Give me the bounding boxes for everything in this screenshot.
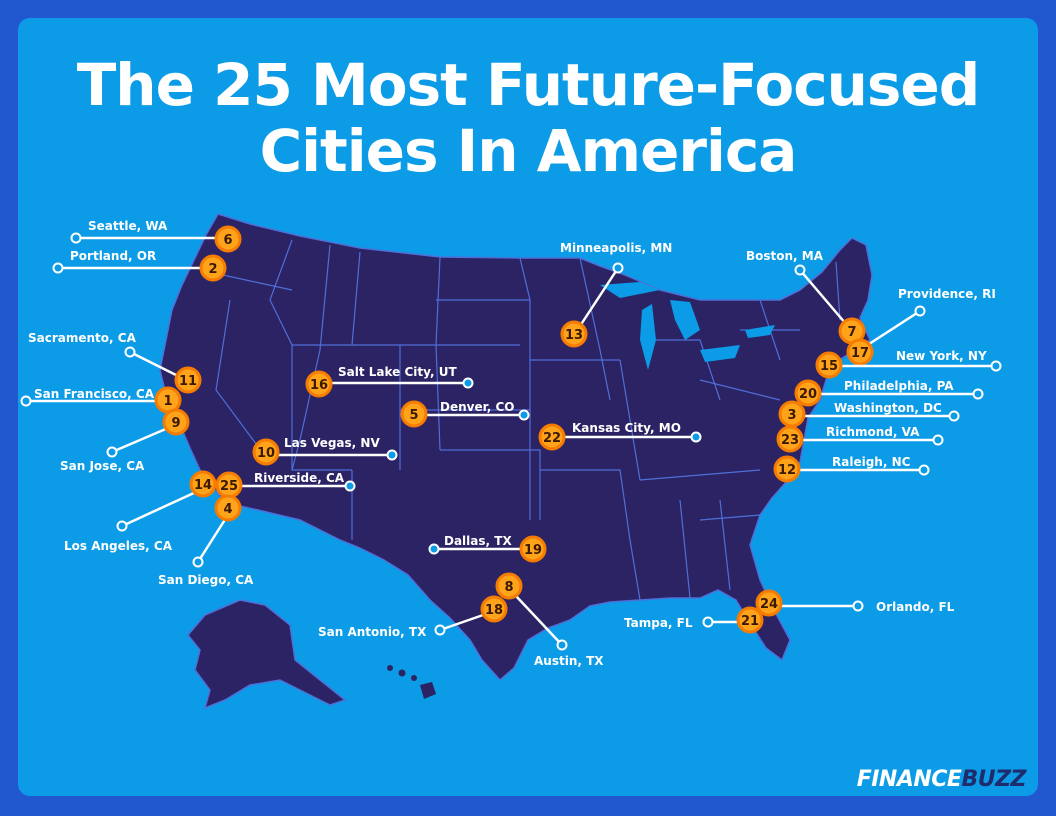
city-label-austin: Austin, TX: [534, 654, 604, 668]
city-label-las-vegas: Las Vegas, NV: [284, 436, 380, 450]
rank-washington: 3: [787, 408, 796, 423]
city-marker-dallas[interactable]: Dallas, TX 19: [428, 534, 547, 563]
city-marker-denver[interactable]: Denver, CO 5: [400, 400, 530, 428]
rank-san-francisco: 1: [163, 394, 172, 409]
city-label-philadelphia: Philadelphia, PA: [844, 379, 954, 393]
city-label-minneapolis: Minneapolis, MN: [560, 241, 672, 255]
rank-boston: 7: [847, 325, 856, 340]
rank-new-york: 15: [820, 359, 838, 374]
rank-portland: 2: [208, 262, 217, 277]
rank-dallas: 19: [524, 543, 542, 558]
rank-tampa: 21: [741, 614, 759, 629]
city-marker-richmond[interactable]: Richmond, VA 23: [776, 425, 944, 453]
city-label-kansas-city: Kansas City, MO: [572, 421, 681, 435]
rank-denver: 5: [409, 408, 418, 423]
city-marker-sacramento[interactable]: Sacramento, CA 11: [28, 331, 202, 394]
city-marker-raleigh[interactable]: Raleigh, NC 12: [773, 455, 930, 483]
city-label-new-york: New York, NY: [896, 349, 987, 363]
city-marker-philadelphia[interactable]: Philadelphia, PA 20: [794, 379, 984, 407]
rank-los-angeles: 14: [194, 478, 212, 493]
city-marker-seattle[interactable]: Seattle, WA 6: [70, 219, 242, 253]
rank-orlando: 24: [760, 597, 778, 612]
city-label-riverside: Riverside, CA: [254, 471, 345, 485]
city-label-washington: Washington, DC: [834, 401, 942, 415]
city-label-sacramento: Sacramento, CA: [28, 331, 137, 345]
hawaii-islands: [387, 665, 436, 699]
city-label-san-jose: San Jose, CA: [60, 459, 145, 473]
city-marker-minneapolis[interactable]: Minneapolis, MN 13: [560, 241, 672, 348]
rank-seattle: 6: [223, 233, 232, 248]
city-label-orlando: Orlando, FL: [876, 600, 955, 614]
city-label-tampa: Tampa, FL: [624, 616, 693, 630]
alaska-landmass: [187, 599, 347, 710]
map-title: The 25 Most Future-Focused Cities In Ame…: [76, 51, 981, 185]
rank-riverside: 25: [220, 479, 238, 494]
city-marker-san-jose[interactable]: San Jose, CA 9: [60, 408, 190, 473]
city-label-denver: Denver, CO: [440, 400, 515, 414]
city-marker-austin[interactable]: Austin, TX 8: [495, 572, 604, 668]
city-marker-kansas-city[interactable]: Kansas City, MO 22: [538, 421, 702, 451]
city-label-boston: Boston, MA: [746, 249, 824, 263]
state-borders: [199, 239, 841, 601]
city-label-san-diego: San Diego, CA: [158, 573, 254, 587]
financebuzz-logo: FINANCEBUZZ: [856, 767, 1027, 792]
city-marker-portland[interactable]: Portland, OR 2: [52, 249, 227, 282]
city-marker-washington[interactable]: Washington, DC 3: [778, 400, 960, 428]
city-label-portland: Portland, OR: [70, 249, 156, 263]
city-marker-las-vegas[interactable]: Las Vegas, NV 10: [252, 436, 398, 466]
city-label-san-francisco: San Francisco, CA: [34, 387, 155, 401]
rank-philadelphia: 20: [799, 387, 817, 402]
rank-kansas-city: 22: [543, 431, 561, 446]
city-marker-boston[interactable]: Boston, MA 7: [746, 249, 866, 345]
great-lakes: [600, 282, 775, 370]
rank-sacramento: 11: [179, 374, 197, 389]
city-marker-san-antonio[interactable]: San Antonio, TX 18: [318, 595, 508, 639]
city-labels-layer: Seattle, WA 6 Portland, OR 2 Sacramento,…: [20, 219, 1002, 668]
city-marker-new-york[interactable]: New York, NY 15: [815, 349, 1002, 379]
city-marker-san-francisco[interactable]: San Francisco, CA 1: [20, 386, 182, 414]
city-label-los-angeles: Los Angeles, CA: [64, 539, 173, 553]
logo-buzz: BUZZ: [961, 767, 1026, 792]
rank-san-diego: 4: [223, 502, 232, 517]
city-label-raleigh: Raleigh, NC: [832, 455, 911, 469]
city-marker-tampa[interactable]: Tampa, FL 21: [624, 606, 764, 634]
city-label-salt-lake-city: Salt Lake City, UT: [338, 365, 458, 379]
city-marker-los-angeles[interactable]: Los Angeles, CA 14: [64, 470, 217, 553]
city-label-seattle: Seattle, WA: [88, 219, 168, 233]
rank-raleigh: 12: [778, 463, 796, 478]
city-label-dallas: Dallas, TX: [444, 534, 512, 548]
city-label-providence: Providence, RI: [898, 287, 996, 301]
city-marker-salt-lake-city[interactable]: Salt Lake City, UT 16: [305, 365, 474, 398]
rank-san-jose: 9: [171, 416, 180, 431]
city-marker-orlando[interactable]: Orlando, FL 24: [755, 589, 955, 617]
rank-richmond: 23: [781, 433, 799, 448]
city-marker-san-diego[interactable]: San Diego, CA 4: [158, 494, 254, 587]
city-label-richmond: Richmond, VA: [826, 425, 920, 439]
logo-finance: FINANCE: [856, 767, 962, 792]
rank-providence: 17: [851, 346, 869, 361]
rank-minneapolis: 13: [565, 328, 583, 343]
rank-san-antonio: 18: [485, 603, 503, 618]
city-label-san-antonio: San Antonio, TX: [318, 625, 427, 639]
city-marker-providence[interactable]: Providence, RI 17: [846, 287, 996, 366]
rank-austin: 8: [504, 580, 513, 595]
rank-las-vegas: 10: [257, 446, 275, 461]
rank-salt-lake-city: 16: [310, 378, 328, 393]
city-marker-riverside[interactable]: Riverside, CA 25: [215, 471, 356, 499]
